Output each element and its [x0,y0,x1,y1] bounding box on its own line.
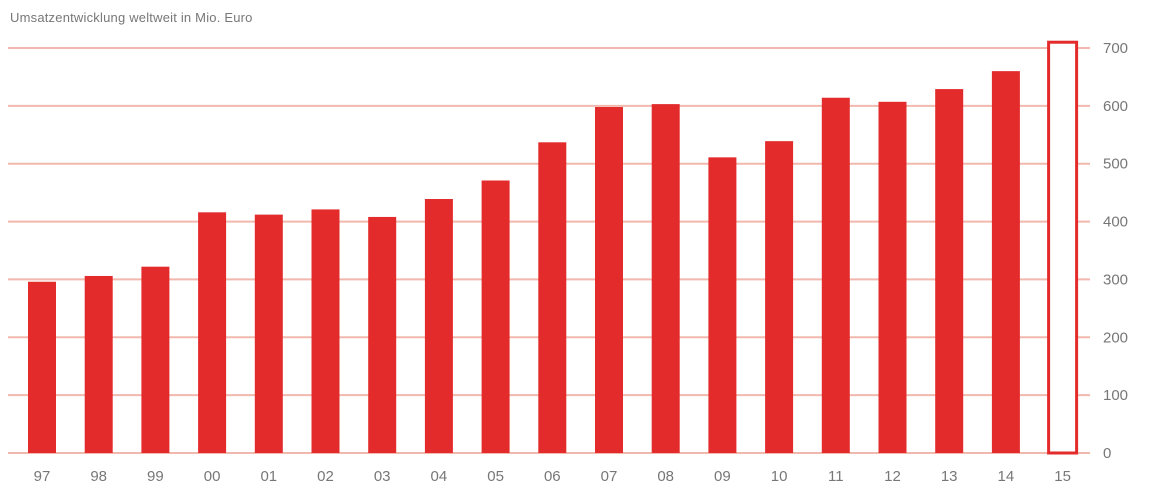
y-tick-label: 200 [1103,329,1128,346]
y-tick-label: 0 [1103,445,1111,462]
x-tick-label: 11 [828,468,844,485]
x-tick-label: 97 [34,468,51,485]
bar-09 [708,157,737,453]
bar-03 [368,216,397,453]
y-axis-ticks: 0 100 200 300 400 500 600 700 [1103,40,1128,462]
chart-title: Umsatzentwicklung weltweit in Mio. Euro [10,10,253,25]
y-tick-label: 500 [1103,156,1128,173]
bar-10 [765,141,794,453]
x-tick-label: 08 [657,468,674,485]
x-tick-label: 03 [374,468,391,485]
bar-97 [28,281,56,453]
bar-01 [254,214,283,453]
bar-06 [538,142,567,454]
bar-13 [935,89,964,453]
x-tick-label: 99 [147,468,164,485]
x-tick-label: 15 [1054,468,1071,485]
x-tick-label: 14 [998,468,1015,485]
x-tick-label: 04 [431,468,448,485]
bar-04 [424,199,453,453]
y-tick-label: 600 [1103,98,1128,115]
x-tick-label: 05 [487,468,504,485]
x-tick-label: 07 [601,468,618,485]
bar-14 [991,71,1020,454]
bar-99 [141,266,170,453]
x-tick-label: 00 [204,468,221,485]
x-tick-label: 09 [714,468,731,485]
y-tick-label: 700 [1103,40,1128,57]
bar-12 [878,101,907,454]
y-tick-label: 300 [1103,271,1128,288]
bar-15 [1047,40,1079,455]
bar-98 [84,275,113,453]
x-axis-ticks: 97 98 99 00 01 02 03 04 05 06 07 08 09 10 11 12 13 14 15 [34,468,1071,485]
bar-00 [198,212,227,453]
y-tick-label: 100 [1103,387,1128,404]
bar-08 [651,104,680,453]
bar-05 [481,180,510,453]
x-tick-label: 06 [544,468,561,485]
bar-07 [595,107,623,453]
x-tick-label: 13 [941,468,958,485]
x-tick-label: 12 [884,468,901,485]
bar-02 [311,209,340,453]
y-tick-label: 400 [1103,214,1128,231]
bar-11 [821,97,850,453]
x-tick-label: 02 [317,468,334,485]
x-tick-label: 01 [260,468,277,485]
x-tick-label: 10 [771,468,788,485]
x-tick-label: 98 [90,468,107,485]
bars [28,40,1079,455]
